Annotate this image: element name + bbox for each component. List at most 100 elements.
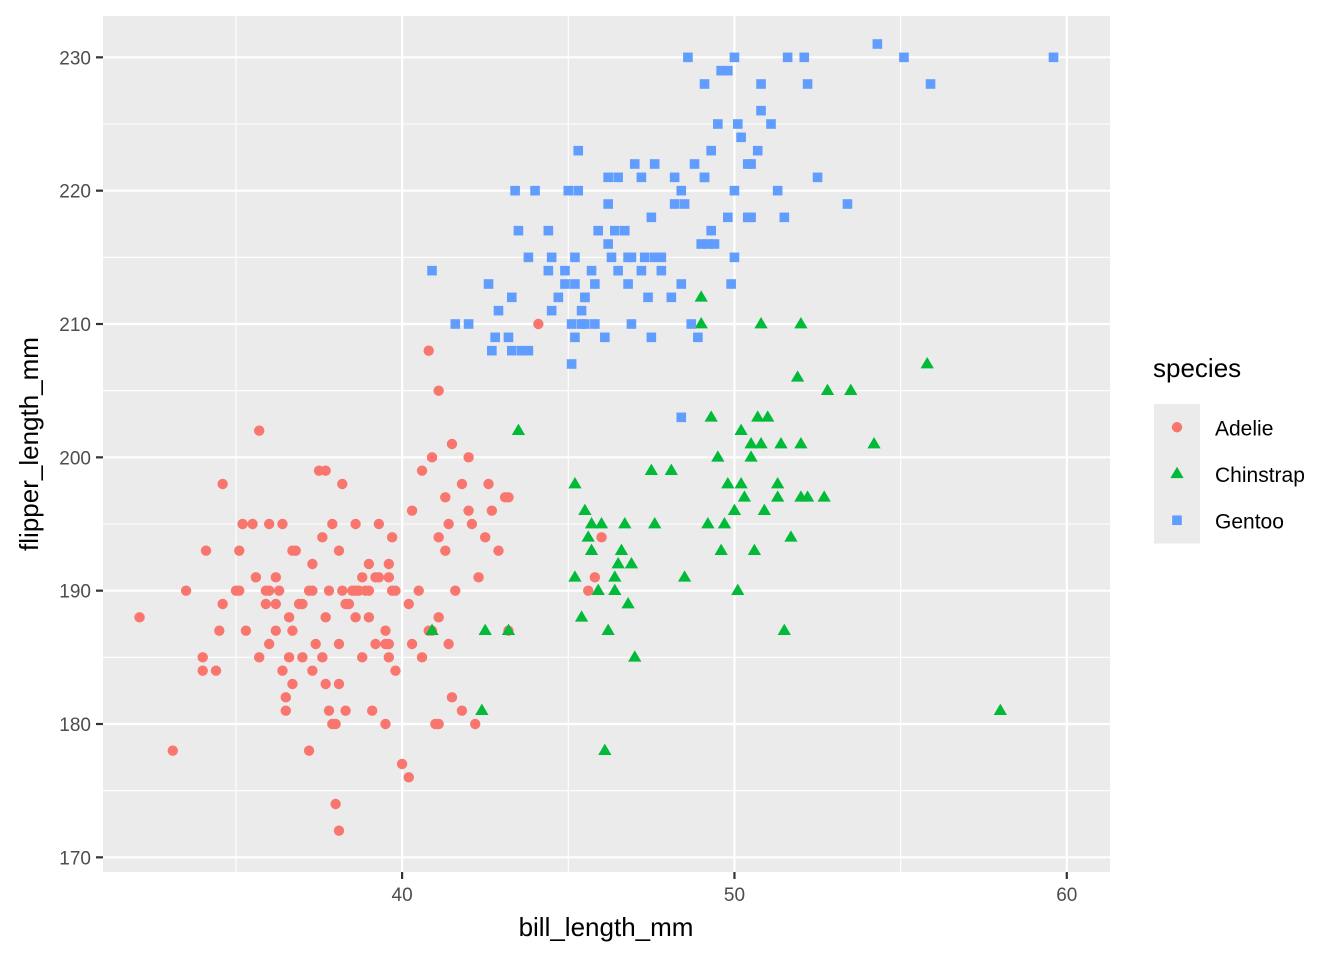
chinstrap-point xyxy=(800,490,815,502)
gentoo-point xyxy=(546,252,557,263)
adelie-point xyxy=(433,718,444,730)
adelie-point xyxy=(433,532,444,543)
adelie-point xyxy=(270,598,282,610)
adelie-point xyxy=(363,585,375,596)
adelie-point xyxy=(433,385,444,396)
adelie-point xyxy=(440,545,451,556)
chinstrap-point xyxy=(734,477,748,489)
adelie-point xyxy=(340,598,351,610)
adelie-point xyxy=(370,638,381,650)
adelie-point xyxy=(250,572,262,583)
plot-panel xyxy=(103,16,1110,872)
y-tick-label: 200 xyxy=(59,448,91,469)
adelie-point xyxy=(589,572,601,583)
gentoo-point xyxy=(563,185,574,196)
adelie-point xyxy=(217,478,228,490)
chinstrap-point xyxy=(784,530,798,542)
chinstrap-point xyxy=(475,703,489,716)
adelie-point xyxy=(287,678,298,690)
adelie-point xyxy=(596,532,607,543)
chinstrap-point xyxy=(744,437,758,449)
adelie-point xyxy=(323,705,335,716)
adelie-point xyxy=(470,718,481,730)
adelie-point xyxy=(440,492,451,503)
data-points xyxy=(134,39,1059,836)
chinstrap-point xyxy=(867,437,881,449)
gentoo-point xyxy=(746,212,756,223)
adelie-point xyxy=(283,652,295,663)
adelie-point xyxy=(320,678,331,690)
gentoo-point xyxy=(610,225,620,236)
gentoo-point xyxy=(593,225,603,236)
gentoo-point xyxy=(782,52,793,63)
gentoo-point xyxy=(560,279,570,289)
chinstrap-point xyxy=(754,437,768,449)
adelie-point xyxy=(390,585,401,596)
gentoo-point xyxy=(693,332,703,343)
chinstrap-point xyxy=(614,543,629,556)
adelie-point xyxy=(386,532,398,543)
gentoo-point xyxy=(649,159,660,169)
adelie-point xyxy=(426,452,438,463)
chinstrap-point xyxy=(611,557,625,569)
adelie-point xyxy=(303,585,315,596)
gentoo-point xyxy=(646,212,657,223)
adelie-point xyxy=(234,545,245,556)
gentoo-point xyxy=(683,52,693,63)
adelie-point xyxy=(503,492,514,503)
adelie-point xyxy=(433,612,444,623)
gentoo-point xyxy=(899,52,909,63)
chinstrap-point xyxy=(757,503,772,516)
adelie-point xyxy=(413,585,424,596)
major-grid xyxy=(103,16,1110,872)
chinstrap-point xyxy=(754,317,768,329)
adelie-point xyxy=(340,705,351,716)
gentoo-point xyxy=(463,319,474,329)
adelie-point xyxy=(350,518,361,530)
gentoo-point xyxy=(669,199,680,209)
chinstrap-point xyxy=(993,703,1007,716)
adelie-point xyxy=(383,652,395,663)
y-tick-label: 190 xyxy=(59,582,91,603)
chinstrap-point xyxy=(817,490,831,502)
gentoo-point xyxy=(699,79,710,89)
adelie-point xyxy=(396,758,408,770)
adelie-point xyxy=(366,705,378,716)
gentoo-point xyxy=(723,212,733,223)
legend-marker-chinstrap xyxy=(1170,466,1184,479)
adelie-point xyxy=(383,638,395,650)
gentoo-point xyxy=(590,319,600,329)
adelie-point xyxy=(390,665,401,676)
adelie-point xyxy=(350,612,361,623)
chinstrap-point xyxy=(717,517,732,529)
y-axis-title: flipper_length_mm xyxy=(14,337,44,551)
chinstrap-point xyxy=(624,557,639,569)
gentoo-point xyxy=(560,265,570,276)
gentoo-point xyxy=(729,52,740,63)
gentoo-point xyxy=(510,185,520,196)
gentoo-point xyxy=(752,145,763,156)
gentoo-point xyxy=(450,319,461,329)
adelie-point xyxy=(363,612,375,623)
adelie-point xyxy=(200,545,212,556)
gentoo-point xyxy=(590,279,600,289)
gentoo-point xyxy=(570,332,580,343)
chinstrap-point xyxy=(677,570,692,582)
gentoo-point xyxy=(613,265,623,276)
x-tick-label: 40 xyxy=(392,885,413,906)
gentoo-point xyxy=(1048,52,1059,63)
gentoo-point xyxy=(493,305,504,316)
adelie-point xyxy=(254,652,265,663)
chinstrap-point xyxy=(714,543,728,556)
gentoo-point xyxy=(686,319,697,329)
chinstrap-point xyxy=(584,543,599,556)
adelie-point xyxy=(333,678,345,690)
chinstrap-point xyxy=(568,477,582,489)
adelie-point xyxy=(263,518,275,530)
adelie-point xyxy=(327,518,338,530)
legend-marker-gentoo xyxy=(1172,515,1182,526)
adelie-point xyxy=(317,532,328,543)
gentoo-point xyxy=(669,172,680,183)
adelie-point xyxy=(317,652,328,663)
gentoo-point xyxy=(606,252,617,263)
